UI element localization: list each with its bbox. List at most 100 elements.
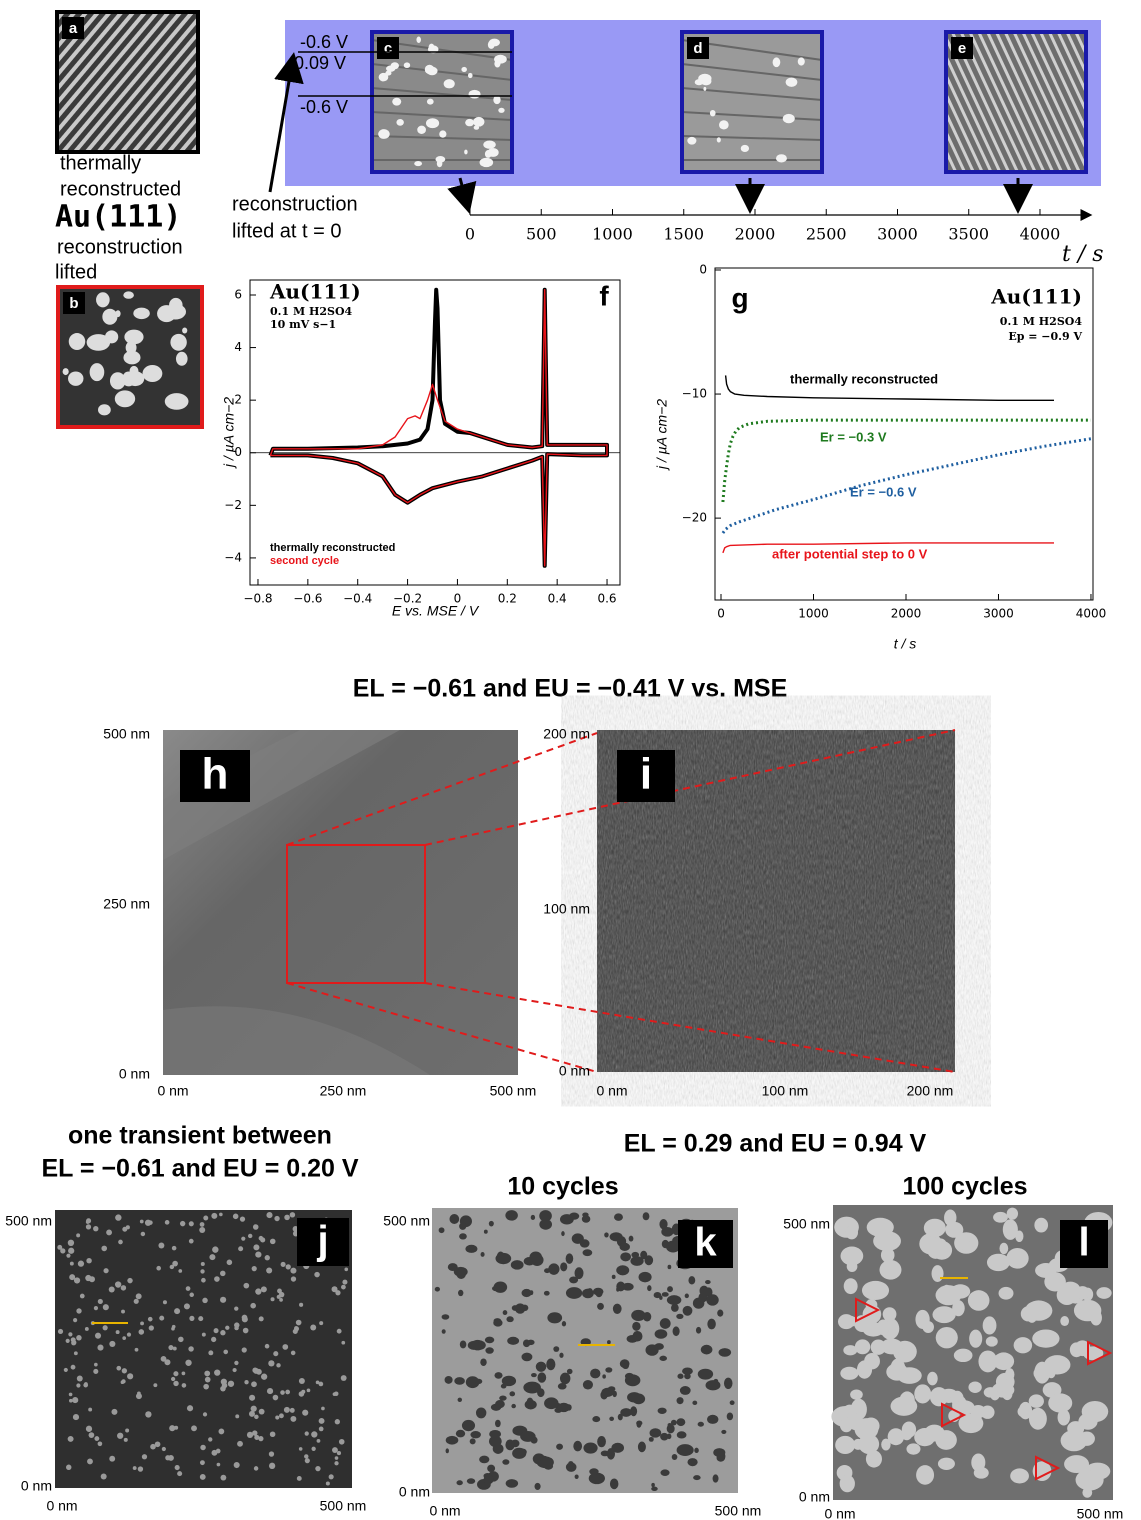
texture-dot — [204, 1376, 211, 1383]
label: 500 nm — [715, 1503, 762, 1519]
texture-dot — [311, 1431, 318, 1438]
texture-dot — [438, 1227, 445, 1234]
texture-dot — [721, 1429, 727, 1434]
texture-dot — [667, 1264, 672, 1270]
texture-dot — [173, 1371, 179, 1377]
label: 500 nm — [320, 1498, 367, 1514]
texture-dot — [198, 1316, 204, 1322]
texture-dot — [619, 1242, 630, 1251]
texture-dot — [469, 1438, 476, 1445]
texture-dot — [169, 1264, 175, 1270]
texture-dot — [648, 1436, 654, 1442]
texture-dot — [1017, 1405, 1032, 1418]
texture-dot — [266, 1267, 273, 1274]
texture-dot — [676, 1431, 687, 1439]
texture-dot — [506, 1316, 514, 1323]
texture-dot — [609, 1416, 615, 1422]
texture-dot — [553, 1346, 560, 1352]
texture-dot — [220, 1270, 226, 1277]
texture-dot — [260, 1373, 268, 1380]
texture-dot — [607, 1386, 616, 1392]
texture-dot — [214, 1369, 221, 1376]
texture-dot — [475, 1407, 487, 1419]
texture-dot — [310, 1324, 317, 1331]
texture-dot — [101, 1245, 108, 1252]
texture-dot — [716, 137, 721, 143]
series-label: thermally reconstructed — [270, 542, 395, 554]
texture-dot — [264, 1343, 270, 1349]
texture-dot — [341, 1284, 346, 1290]
texture-dot — [66, 1464, 72, 1470]
texture-dot — [571, 1233, 584, 1244]
texture-dot — [906, 1443, 921, 1455]
texture-dot — [480, 1358, 487, 1366]
texture-dot — [637, 1441, 646, 1453]
x-tick-label: −0.8 — [243, 592, 272, 606]
texture-dot — [969, 1329, 983, 1348]
texture-dot — [292, 1328, 298, 1334]
panel-letter-box — [678, 1220, 733, 1268]
texture-dot — [914, 1384, 932, 1404]
texture-dot — [171, 1245, 177, 1251]
label: 0 nm — [429, 1503, 460, 1519]
texture-dot — [441, 1314, 450, 1320]
texture-dot — [290, 1350, 296, 1356]
texture-dot — [617, 1413, 623, 1421]
x-axis-label: E vs. MSE / V — [392, 603, 480, 619]
texture-dot — [568, 1461, 574, 1466]
texture-dot — [493, 1281, 508, 1293]
texture-dot — [459, 1233, 467, 1240]
panel-letter: d — [693, 40, 702, 57]
texture-dot — [250, 1405, 257, 1412]
texture-dot — [718, 1348, 732, 1357]
texture-dot — [880, 1247, 895, 1263]
texture-dot — [211, 1212, 218, 1219]
texture-dot — [483, 140, 496, 149]
label: 500 nm — [103, 726, 150, 742]
texture-dot — [255, 1288, 262, 1295]
texture-dot — [707, 1414, 719, 1424]
texture-dot — [630, 1406, 638, 1417]
texture-dot — [526, 1397, 534, 1406]
texture-dot — [530, 1435, 535, 1440]
texture-dot — [94, 1436, 100, 1441]
texture-dot — [539, 1455, 549, 1463]
texture-dot — [298, 1391, 305, 1397]
texture-dot — [424, 64, 435, 75]
texture-dot — [502, 1310, 508, 1316]
texture-dot — [967, 1290, 990, 1311]
texture-dot — [723, 1377, 733, 1390]
texture-dot — [137, 1391, 141, 1396]
texture-dot — [269, 1238, 276, 1245]
texture-dot — [845, 1225, 859, 1240]
texture-dot — [443, 79, 455, 89]
texture-dot — [247, 1233, 253, 1239]
panel-letter-box — [63, 292, 85, 314]
texture-dot — [272, 1394, 279, 1401]
texture-dot — [253, 1466, 259, 1471]
x-tick-label: 3500 — [948, 225, 989, 244]
panel-letter-box — [617, 750, 675, 802]
texture-dot — [165, 1455, 171, 1461]
texture-dot — [121, 1309, 125, 1314]
texture-dot — [304, 1458, 310, 1464]
texture-dot — [125, 341, 137, 354]
texture-dot — [122, 1336, 127, 1340]
texture-dot — [931, 1265, 944, 1282]
texture-dot — [120, 1380, 125, 1385]
texture-dot — [89, 363, 105, 382]
texture-dot — [403, 62, 411, 69]
texture-dot — [277, 1288, 282, 1294]
texture-dot — [699, 1285, 709, 1297]
texture-dot — [569, 1212, 580, 1220]
texture-dot — [638, 1271, 652, 1283]
panel-letter-box — [1060, 1220, 1108, 1268]
texture-dot — [879, 1259, 902, 1280]
image-border — [680, 30, 824, 174]
texture-dot — [600, 1390, 608, 1400]
texture-dot — [270, 1297, 275, 1302]
texture-dot — [285, 1264, 291, 1270]
texture-dot — [125, 1225, 130, 1230]
texture-dot — [607, 1340, 611, 1345]
texture-dot — [94, 1362, 98, 1367]
